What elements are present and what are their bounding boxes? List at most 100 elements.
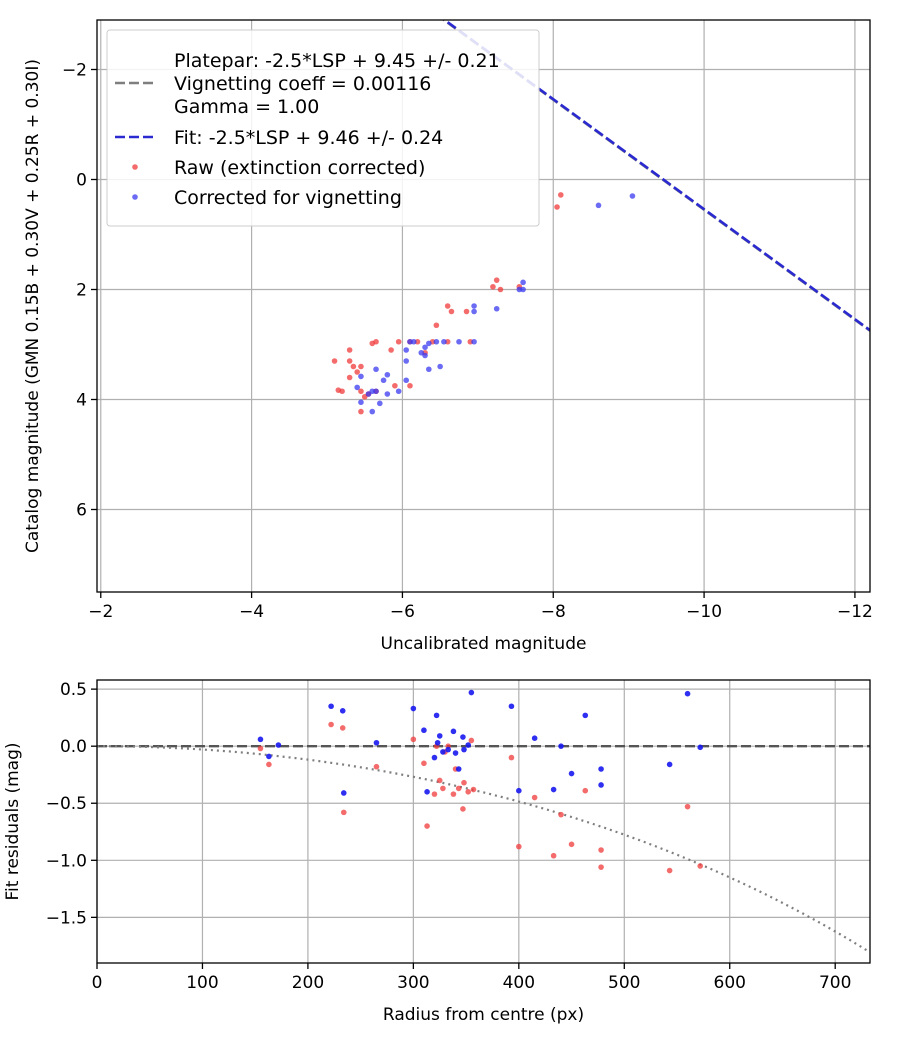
raw-point — [490, 283, 496, 290]
x-tick-label: −2 — [88, 602, 113, 622]
corrected-residual-point — [550, 786, 557, 793]
corrected-residual-point — [421, 727, 427, 734]
corrected-point — [358, 399, 364, 406]
legend-entry-gamma: Gamma = 1.00 — [174, 96, 319, 118]
corrected-point — [365, 391, 372, 397]
y-tick-label: 0.5 — [60, 680, 87, 700]
corrected-point — [373, 366, 379, 373]
raw-point — [358, 363, 364, 370]
bottom-x-axis-label: Radius from centre (px) — [383, 1005, 584, 1025]
raw-residual-point — [468, 737, 475, 744]
raw-point — [358, 388, 364, 395]
raw-residual-point — [410, 736, 417, 743]
corrected-point — [407, 338, 413, 345]
bottom-scatter-points — [257, 689, 704, 874]
raw-residual-point — [431, 791, 438, 797]
corrected-residual-point — [436, 733, 443, 739]
raw-residual-point — [450, 791, 457, 797]
raw-point — [433, 322, 440, 329]
corrected-point — [456, 338, 462, 345]
raw-point — [339, 388, 345, 395]
raw-residual-point — [461, 779, 467, 786]
corrected-point — [403, 358, 410, 364]
corrected-point — [395, 388, 402, 395]
top-chart: −2 −4 −6 −8 −10 −12 −2 0 2 4 6 Uncalibrated magnit… — [23, 19, 873, 654]
raw-residual-point — [598, 847, 604, 853]
raw-residual-point — [266, 761, 272, 768]
corrected-residual-point — [558, 743, 564, 749]
corrected-residual-point — [450, 728, 457, 735]
raw-residual-point — [436, 777, 443, 784]
corrected-residual-point — [339, 708, 346, 714]
x-tick-label: −12 — [837, 602, 873, 622]
y-tick-label: −2 — [62, 61, 87, 81]
corrected-residual-point — [568, 770, 575, 777]
corrected-residual-point — [452, 750, 459, 756]
corrected-point — [403, 347, 410, 353]
raw-point — [463, 308, 470, 315]
corrected-residual-point — [465, 742, 472, 748]
vignetting-model-curve — [97, 745, 868, 952]
x-tick-label: 700 — [819, 973, 851, 993]
raw-residual-point — [465, 789, 472, 795]
corrected-point — [426, 366, 432, 373]
raw-point — [388, 347, 394, 353]
x-tick-label: 500 — [608, 973, 640, 993]
raw-residual-point — [684, 803, 691, 810]
top-axis-ticks: −2 −4 −6 −8 −10 −12 −2 0 2 4 6 — [62, 61, 873, 623]
corrected-residual-point — [508, 703, 515, 710]
corrected-point — [471, 303, 477, 309]
x-tick-label: 600 — [714, 973, 746, 993]
corrected-point — [422, 352, 428, 359]
raw-residual-point — [531, 794, 538, 801]
raw-point — [448, 308, 455, 315]
y-tick-label: −0.5 — [46, 794, 87, 814]
legend-box — [106, 29, 540, 227]
bottom-y-axis-label: Fit residuals (mag) — [3, 743, 23, 901]
raw-point — [354, 369, 360, 375]
raw-residual-point — [257, 745, 264, 752]
raw-residual-point — [598, 864, 604, 870]
corrected-residual-point — [516, 787, 522, 794]
corrected-point — [471, 308, 477, 315]
legend-swatch-corrected — [132, 194, 138, 200]
corrected-point — [441, 338, 447, 345]
corrected-point — [377, 400, 383, 407]
corrected-point — [433, 338, 440, 345]
raw-residual-point — [550, 852, 557, 859]
raw-point — [554, 204, 560, 210]
corrected-residual-point — [468, 689, 475, 696]
bottom-axis-ticks: 0 100 200 300 400 500 600 700 0.5 0.0 −0.5 −1.0 −1.5 — [46, 680, 852, 993]
corrected-point — [384, 371, 391, 378]
raw-residual-point — [508, 754, 515, 761]
raw-point — [346, 374, 353, 381]
y-tick-label: −1.5 — [46, 908, 87, 928]
corrected-point — [369, 408, 376, 415]
raw-point — [392, 382, 398, 389]
bottom-reference-lines — [97, 744, 870, 952]
bottom-plot-frame — [96, 679, 871, 964]
corrected-residual-point — [328, 703, 334, 710]
raw-point — [346, 358, 353, 364]
corrected-residual-point — [431, 754, 438, 761]
x-tick-label: 100 — [186, 973, 218, 993]
legend-entry-fit: Fit: -2.5*LSP + 9.46 +/- 0.24 — [115, 127, 443, 149]
corrected-residual-point — [434, 739, 441, 746]
legend-entry-raw: Raw (extinction corrected) — [132, 157, 425, 179]
corrected-point — [354, 384, 360, 391]
corrected-point — [516, 286, 523, 293]
y-tick-label: 0.0 — [60, 737, 87, 757]
corrected-residual-point — [373, 739, 380, 746]
legend-swatch-raw — [132, 164, 138, 170]
corrected-residual-point — [598, 782, 604, 788]
corrected-point — [493, 305, 500, 312]
legend-label-platepar: Platepar: -2.5*LSP + 9.45 +/- 0.21 — [174, 50, 500, 72]
corrected-residual-point — [445, 746, 451, 753]
top-y-axis-label: Catalog magnitude (GMN 0.15B + 0.30V + 0… — [23, 59, 43, 553]
legend-label-corrected: Corrected for vignetting — [174, 187, 402, 209]
raw-point — [350, 363, 357, 370]
corrected-residual-point — [433, 712, 440, 719]
x-tick-label: −8 — [541, 602, 566, 622]
corrected-point — [629, 193, 636, 199]
